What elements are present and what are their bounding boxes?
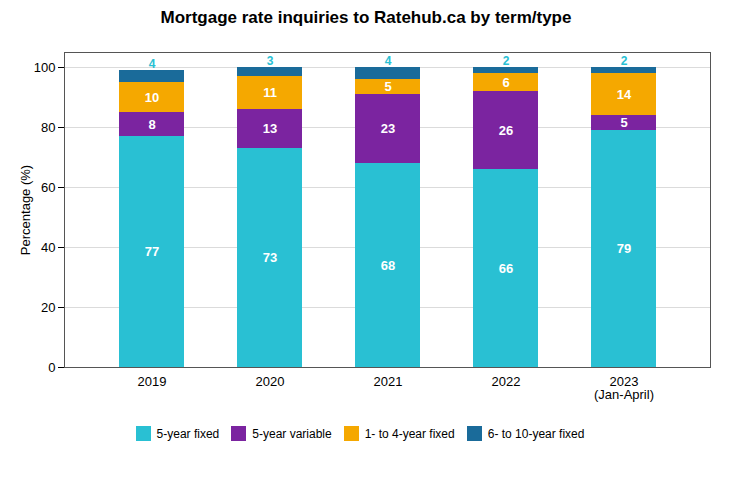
- svg-text:68: 68: [381, 258, 395, 273]
- svg-text:14: 14: [617, 87, 632, 102]
- svg-text:66: 66: [499, 261, 513, 276]
- svg-text:2: 2: [503, 54, 510, 68]
- svg-text:10: 10: [145, 90, 159, 105]
- svg-text:8: 8: [148, 117, 155, 132]
- svg-text:5: 5: [620, 115, 627, 130]
- svg-text:73: 73: [263, 250, 277, 265]
- svg-text:4: 4: [385, 54, 392, 68]
- svg-text:2020: 2020: [256, 374, 285, 389]
- svg-text:100: 100: [34, 60, 56, 75]
- svg-text:80: 80: [41, 120, 55, 135]
- svg-text:2019: 2019: [138, 374, 167, 389]
- svg-text:11: 11: [263, 85, 277, 100]
- svg-text:40: 40: [41, 240, 55, 255]
- html-text:1- to 4-year fixed: 1- to 4-year fixed: [364, 426, 455, 441]
- svg-text:20: 20: [41, 300, 55, 315]
- svg-text:23: 23: [381, 121, 395, 136]
- svg-text:2021: 2021: [374, 374, 403, 389]
- svg-text:2023(Jan-April): 2023(Jan-April): [594, 374, 654, 402]
- svg-text:0: 0: [48, 360, 55, 375]
- svg-text:Percentage (%): Percentage (%): [18, 165, 33, 255]
- svg-text:26: 26: [499, 123, 513, 138]
- html-text:5-year fixed: 5-year fixed: [156, 426, 220, 441]
- svg-text:2: 2: [621, 54, 628, 68]
- svg-text:6: 6: [502, 75, 509, 90]
- svg-text:79: 79: [617, 241, 631, 256]
- svg-text:13: 13: [263, 121, 277, 136]
- html-text:6- to 10-year fixed: 6- to 10-year fixed: [487, 426, 585, 441]
- svg-text:60: 60: [41, 180, 55, 195]
- html-text:Mortgage rate inquiries to Rat: Mortgage rate inquiries to Ratehub.ca by…: [160, 8, 572, 27]
- svg-text:4: 4: [149, 57, 156, 71]
- svg-text:3: 3: [267, 54, 274, 68]
- svg-text:2022: 2022: [492, 374, 521, 389]
- html-text:5-year variable: 5-year variable: [252, 426, 332, 441]
- svg-text:5: 5: [384, 79, 391, 94]
- svg-text:77: 77: [145, 244, 159, 259]
